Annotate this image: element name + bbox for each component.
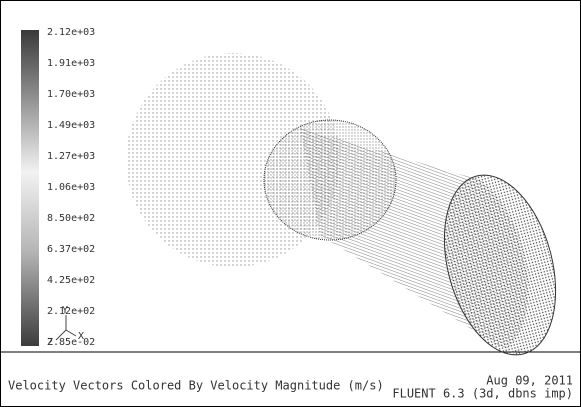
colorbar-label: 1.49e+03 bbox=[47, 120, 95, 131]
colorbar-label: 1.06e+03 bbox=[47, 182, 95, 193]
colorbar-label: 6.37e+02 bbox=[47, 244, 95, 255]
axis-y-label: Y bbox=[62, 305, 68, 316]
cone-outlet bbox=[443, 174, 557, 356]
footer-software: FLUENT 6.3 (3d, dbns imp) bbox=[392, 387, 573, 401]
colorbar-label: 2.12e+02 bbox=[47, 306, 95, 317]
colorbar-label: 1.91e+03 bbox=[47, 58, 95, 69]
colorbar-label: 1.27e+03 bbox=[47, 151, 95, 162]
colorbar-label: 4.25e+02 bbox=[47, 275, 95, 286]
footer-date: Aug 09, 2011 bbox=[486, 374, 573, 388]
colorbar-label: 2.85e-02 bbox=[47, 337, 95, 348]
axis-z-label: Z bbox=[47, 337, 53, 348]
inner-sphere bbox=[263, 119, 397, 241]
footer-title: Velocity Vectors Colored By Velocity Mag… bbox=[8, 379, 384, 393]
axis-triad: Y X Z bbox=[47, 305, 84, 348]
axis-x-label: X bbox=[78, 331, 84, 342]
colorbar-label: 8.50e+02 bbox=[47, 213, 95, 224]
colorbar-label: 1.70e+03 bbox=[47, 89, 95, 100]
colorbar bbox=[21, 30, 39, 346]
colorbar-label: 2.12e+03 bbox=[47, 27, 95, 38]
